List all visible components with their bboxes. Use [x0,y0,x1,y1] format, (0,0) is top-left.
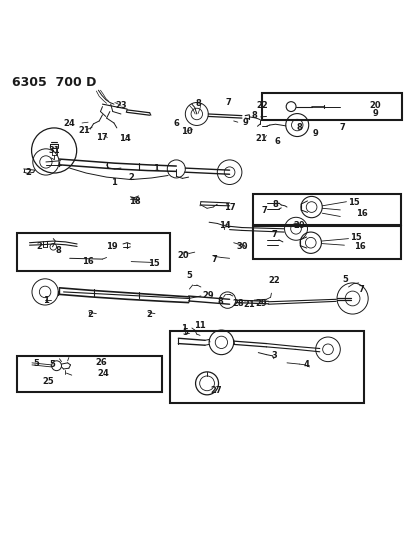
Text: 6305  700 D: 6305 700 D [12,76,97,89]
Text: 6: 6 [173,119,179,128]
Text: 24: 24 [97,369,109,378]
Text: 29: 29 [202,290,213,300]
Text: 22: 22 [256,101,267,110]
Text: 17: 17 [96,133,107,142]
Text: 8: 8 [251,111,256,120]
Text: 20: 20 [369,101,380,110]
Text: 24: 24 [64,118,75,127]
Bar [253,193,400,225]
Text: 6: 6 [274,137,280,146]
Text: 2: 2 [146,310,152,319]
Text: 8: 8 [217,297,223,306]
Text: 31: 31 [48,146,60,155]
Bar [17,233,170,271]
Text: 5: 5 [186,271,192,280]
Text: 7: 7 [339,123,344,132]
Text: 5: 5 [182,328,188,337]
Bar [253,227,400,259]
Text: 8: 8 [296,124,301,132]
Text: 20: 20 [293,221,304,230]
Text: 21: 21 [255,134,267,143]
Text: 9: 9 [312,129,318,138]
Text: 7: 7 [358,285,364,294]
Text: 28: 28 [231,299,243,308]
Text: 8: 8 [195,99,200,108]
Text: 20: 20 [178,251,189,260]
Text: 7: 7 [261,206,267,215]
Text: 2: 2 [87,310,93,319]
Text: 27: 27 [210,386,222,395]
Text: 26: 26 [96,358,107,367]
Text: 9: 9 [371,109,377,118]
Text: 16: 16 [353,243,365,252]
Text: 30: 30 [236,243,248,252]
Text: 1: 1 [43,296,49,305]
Text: 4: 4 [303,360,309,369]
Text: 1: 1 [153,164,158,173]
Text: 25: 25 [43,377,54,386]
Text: 15: 15 [349,233,361,243]
Text: 7: 7 [270,230,276,239]
Text: 19: 19 [106,243,117,252]
Text: 22: 22 [267,276,279,285]
Text: 8: 8 [55,246,61,255]
Text: 15: 15 [347,198,358,207]
Text: 2: 2 [25,168,31,177]
Text: 11: 11 [194,321,205,330]
Text: 1: 1 [111,178,117,187]
Text: 29: 29 [255,299,267,308]
Text: 10: 10 [180,127,192,136]
Text: 21: 21 [243,300,254,309]
Bar [262,93,401,120]
Text: 5: 5 [33,359,39,368]
Bar [170,332,363,402]
Text: 5: 5 [49,360,55,369]
Bar [17,356,162,392]
Text: 9: 9 [243,118,248,127]
Text: 16: 16 [82,257,94,266]
Text: 2: 2 [128,173,134,182]
Text: 7: 7 [211,255,216,264]
Text: 14: 14 [218,221,230,230]
Text: 5: 5 [342,275,347,284]
Text: 2: 2 [36,243,42,252]
Text: 8: 8 [272,200,278,209]
Text: 17: 17 [223,203,235,212]
Text: 16: 16 [355,209,366,217]
Text: 1: 1 [180,324,186,333]
Text: 15: 15 [148,259,159,268]
Text: 14: 14 [119,134,130,143]
Text: 3: 3 [270,351,276,360]
Text: 23: 23 [115,101,126,110]
Text: 7: 7 [225,98,231,107]
Text: 18: 18 [129,197,141,206]
Text: 21: 21 [78,126,90,135]
